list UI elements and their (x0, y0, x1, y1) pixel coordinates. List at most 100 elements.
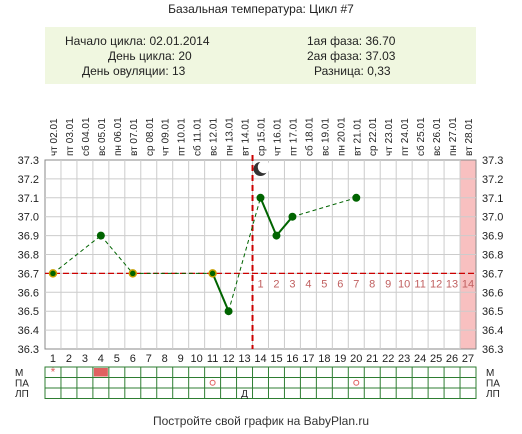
date-label: пн 20.01 (336, 117, 347, 156)
moon-icon-shadow (257, 160, 271, 174)
date-label: пн 06.01 (113, 117, 124, 156)
temp-point (128, 269, 138, 278)
ovulation-day-row: День овуляции: 13 (82, 64, 185, 78)
x-tick-label: 9 (178, 353, 184, 365)
date-label: ср 08.01 (145, 117, 156, 156)
cycle-start-value: 02.01.2014 (149, 34, 210, 48)
date-label: вт 21.01 (352, 118, 363, 156)
phase2-day-number: 7 (353, 278, 359, 290)
x-tick-label: 13 (238, 353, 250, 365)
y-tick-label-left: 36.5 (18, 306, 39, 318)
date-label: чт 02.01 (49, 118, 60, 156)
temp-point (256, 193, 265, 202)
y-tick-label-right: 36.4 (482, 325, 503, 337)
sheet-row-label-left: М (15, 368, 23, 379)
y-tick-label-right: 36.3 (482, 344, 503, 356)
x-tick-label: 10 (191, 353, 203, 365)
x-tick-label: 4 (98, 353, 104, 365)
x-tick-label: 3 (82, 353, 88, 365)
x-tick-label: 1 (50, 353, 56, 365)
temp-line-segment (52, 235, 102, 274)
y-tick-label-left: 36.3 (18, 344, 39, 356)
x-tick-label: 19 (334, 353, 346, 365)
y-tick-label-right: 37.2 (482, 174, 503, 186)
phase2-day-number: 2 (273, 278, 279, 290)
cycle-day-label: День цикла: (108, 49, 175, 63)
temp-point (272, 231, 281, 240)
phase2-day-number: 11 (414, 278, 425, 290)
date-label: сб 04.01 (80, 117, 92, 156)
difference-row: Разница: 0,33 (314, 64, 391, 78)
date-label: чт 09.01 (161, 118, 172, 156)
phase2-day-number: 8 (369, 278, 375, 290)
y-tick-label-left: 36.9 (18, 231, 39, 243)
date-label: вс 19.01 (320, 118, 331, 156)
menses-filled-mark (93, 368, 108, 377)
phase2-day-number: 10 (398, 278, 410, 290)
date-label: сб 11.01 (192, 118, 204, 156)
footer-link[interactable]: Постройте свой график на BabyPlan.ru (152, 414, 370, 428)
temp-point (224, 307, 233, 316)
x-tick-label: 26 (446, 353, 458, 365)
difference-label: Разница: (314, 64, 364, 78)
phase1-label: 1ая фаза: (307, 34, 363, 48)
x-tick-label: 6 (130, 353, 136, 365)
date-label: пн 27.01 (448, 117, 459, 156)
y-tick-label-left: 36.6 (18, 287, 39, 299)
x-tick-label: 20 (350, 353, 362, 365)
phase2-day-number: 1 (257, 278, 263, 290)
date-label: чт 16.01 (272, 118, 283, 156)
phase2-day-number: 4 (305, 278, 311, 290)
ovulation-day-label: День овуляции: (82, 64, 169, 78)
phase2-day-number: 3 (289, 278, 295, 290)
sheet-row-label-right: М (486, 368, 494, 379)
phase2-row: 2ая фаза: 37.03 (307, 49, 395, 63)
cycle-start-row: Начало цикла: 02.01.2014 (65, 34, 210, 48)
y-tick-label-right: 36.7 (482, 268, 503, 280)
phase2-day-number: 9 (385, 278, 391, 290)
y-tick-label-right: 36.5 (482, 306, 503, 318)
chart-title: Базальная температура: Цикл #7 (168, 2, 354, 16)
phase2-value: 37.03 (365, 49, 396, 63)
sheet-row-label-right: ПА (486, 379, 500, 390)
x-tick-label: 23 (398, 353, 410, 365)
x-tick-label: 11 (207, 353, 218, 365)
temp-point (288, 212, 297, 221)
y-tick-label-left: 37.3 (18, 155, 39, 167)
sheet-row-label-right: ЛП (486, 389, 500, 400)
temp-line-segment (275, 216, 294, 237)
date-label: вс 26.01 (432, 118, 443, 156)
x-tick-label: 15 (270, 353, 282, 365)
date-label: сб 25.01 (415, 117, 427, 156)
date-label: пт 10.01 (177, 118, 188, 156)
x-tick-label: 17 (302, 353, 314, 365)
x-tick-label: 5 (114, 353, 120, 365)
y-tick-label-left: 37.2 (18, 174, 39, 186)
x-tick-label: 7 (146, 353, 152, 365)
date-label: вс 12.01 (209, 118, 220, 156)
y-tick-label-right: 37.1 (482, 193, 503, 205)
x-tick-label: 25 (430, 353, 442, 365)
y-tick-label-left: 36.4 (18, 325, 39, 337)
ovulation-day-value: 13 (172, 64, 186, 78)
sheet-frame (44, 366, 477, 399)
temp-point (208, 269, 217, 278)
x-tick-label: 21 (366, 353, 378, 365)
temp-point (48, 269, 58, 278)
phase1-value: 36.70 (365, 34, 396, 48)
date-label: пн 13.01 (225, 117, 236, 156)
intercourse-circle-mark (209, 379, 216, 386)
phase2-day-number: 12 (430, 278, 442, 290)
phase2-day-number: 5 (321, 278, 327, 290)
date-label: вс 05.01 (97, 118, 108, 156)
x-tick-label: 2 (66, 353, 72, 365)
temp-line-segment (211, 273, 230, 312)
temp-line-segment (228, 197, 261, 312)
difference-value: 0,33 (367, 64, 391, 78)
date-label: чт 23.01 (384, 118, 395, 156)
phase2-day-number: 13 (446, 278, 458, 290)
date-label: ср 22.01 (368, 117, 379, 156)
intercourse-circle-mark (353, 379, 360, 386)
x-tick-label: 22 (382, 353, 394, 365)
